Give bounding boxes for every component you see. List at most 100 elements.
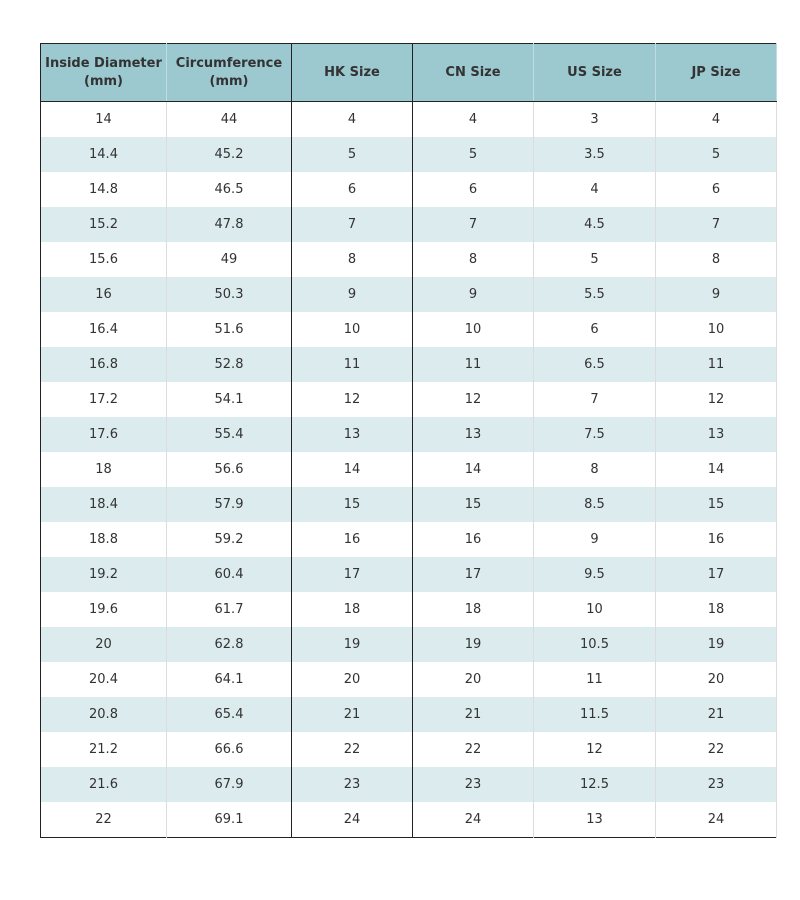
table-cell: 47.8: [166, 207, 292, 242]
table-cell: 12.5: [533, 767, 656, 802]
header-cell: CN Size: [412, 43, 534, 102]
table-cell: 6: [291, 172, 413, 207]
table-cell: 22: [40, 802, 167, 838]
table-cell: 8: [291, 242, 413, 277]
table-cell: 11: [655, 347, 777, 382]
table-cell: 17: [291, 557, 413, 592]
table-cell: 24: [291, 802, 413, 838]
table-row: 16.8 52.8 11 11 6.5 11: [40, 347, 777, 382]
table-cell: 66.6: [166, 732, 292, 767]
table-cell: 14: [291, 452, 413, 487]
table-cell: 17: [412, 557, 534, 592]
table-cell: 52.8: [166, 347, 292, 382]
table-row: 17.2 54.1 12 12 7 12: [40, 382, 777, 417]
table-header: Inside Diameter (mm) Circumference (mm) HK…: [40, 43, 777, 102]
table-cell: 15: [412, 487, 534, 522]
table-cell: 20: [291, 662, 413, 697]
table-cell: 18.8: [40, 522, 167, 557]
table-cell: 11: [412, 347, 534, 382]
table-cell: 11: [533, 662, 656, 697]
table-cell: 19: [291, 627, 413, 662]
header-cell: US Size: [533, 43, 656, 102]
table-cell: 17.2: [40, 382, 167, 417]
header-cell: HK Size: [291, 43, 413, 102]
table-row: 14 44 4 4 3 4: [40, 101, 777, 137]
table-row: 16 50.3 9 9 5.5 9: [40, 277, 777, 312]
table-row: 20 62.8 19 19 10.5 19: [40, 627, 777, 662]
table-row: 21.6 67.9 23 23 12.5 23: [40, 767, 777, 802]
table-cell: 59.2: [166, 522, 292, 557]
table-cell: 12: [533, 732, 656, 767]
table-cell: 19.6: [40, 592, 167, 627]
table-cell: 13: [291, 417, 413, 452]
table-cell: 9: [291, 277, 413, 312]
table-cell: 4.5: [533, 207, 656, 242]
table-cell: 45.2: [166, 137, 292, 172]
ring-size-table: Inside Diameter (mm) Circumference (mm) HK…: [40, 43, 777, 838]
table-cell: 64.1: [166, 662, 292, 697]
table-cell: 6: [655, 172, 777, 207]
table-cell: 15.2: [40, 207, 167, 242]
table-cell: 16: [655, 522, 777, 557]
table-cell: 12: [655, 382, 777, 417]
table-cell: 10: [655, 312, 777, 347]
table-cell: 7: [655, 207, 777, 242]
table-row: 18 56.6 14 14 8 14: [40, 452, 777, 487]
table-cell: 18: [412, 592, 534, 627]
table-cell: 6.5: [533, 347, 656, 382]
table-cell: 15.6: [40, 242, 167, 277]
table-cell: 20: [655, 662, 777, 697]
table-cell: 17: [655, 557, 777, 592]
table-cell: 9: [533, 522, 656, 557]
table-cell: 5: [412, 137, 534, 172]
table-cell: 18: [655, 592, 777, 627]
table-cell: 12: [291, 382, 413, 417]
table-cell: 13: [655, 417, 777, 452]
table-cell: 51.6: [166, 312, 292, 347]
table-cell: 3.5: [533, 137, 656, 172]
table-cell: 15: [291, 487, 413, 522]
table-cell: 65.4: [166, 697, 292, 732]
table-cell: 9: [412, 277, 534, 312]
table-cell: 4: [533, 172, 656, 207]
table-cell: 54.1: [166, 382, 292, 417]
table-cell: 8: [655, 242, 777, 277]
table-row: 18.8 59.2 16 16 9 16: [40, 522, 777, 557]
table-cell: 49: [166, 242, 292, 277]
table-cell: 8: [533, 452, 656, 487]
table-cell: 16.8: [40, 347, 167, 382]
header-cell: Inside Diameter (mm): [40, 43, 167, 102]
table-row: 20.8 65.4 21 21 11.5 21: [40, 697, 777, 732]
table-cell: 21: [412, 697, 534, 732]
table-row: 15.2 47.8 7 7 4.5 7: [40, 207, 777, 242]
table-cell: 15: [655, 487, 777, 522]
table-cell: 8.5: [533, 487, 656, 522]
table-cell: 18: [40, 452, 167, 487]
table-row: 21.2 66.6 22 22 12 22: [40, 732, 777, 767]
table-cell: 5: [291, 137, 413, 172]
table-cell: 11.5: [533, 697, 656, 732]
table-cell: 9: [655, 277, 777, 312]
table-cell: 23: [291, 767, 413, 802]
table-cell: 50.3: [166, 277, 292, 312]
table-row: 14.4 45.2 5 5 3.5 5: [40, 137, 777, 172]
table-cell: 5.5: [533, 277, 656, 312]
table-cell: 7: [412, 207, 534, 242]
table-cell: 10: [412, 312, 534, 347]
table-cell: 4: [412, 101, 534, 137]
table-cell: 14: [655, 452, 777, 487]
table-cell: 20: [40, 627, 167, 662]
table-row: 15.6 49 8 8 5 8: [40, 242, 777, 277]
table-cell: 10: [291, 312, 413, 347]
table-cell: 12: [412, 382, 534, 417]
table-cell: 56.6: [166, 452, 292, 487]
table-cell: 10.5: [533, 627, 656, 662]
table-cell: 7.5: [533, 417, 656, 452]
table-row: 22 69.1 24 24 13 24: [40, 802, 777, 838]
table-row: 18.4 57.9 15 15 8.5 15: [40, 487, 777, 522]
table-cell: 13: [533, 802, 656, 838]
table-cell: 21: [655, 697, 777, 732]
table-row: 17.6 55.4 13 13 7.5 13: [40, 417, 777, 452]
table-cell: 44: [166, 101, 292, 137]
